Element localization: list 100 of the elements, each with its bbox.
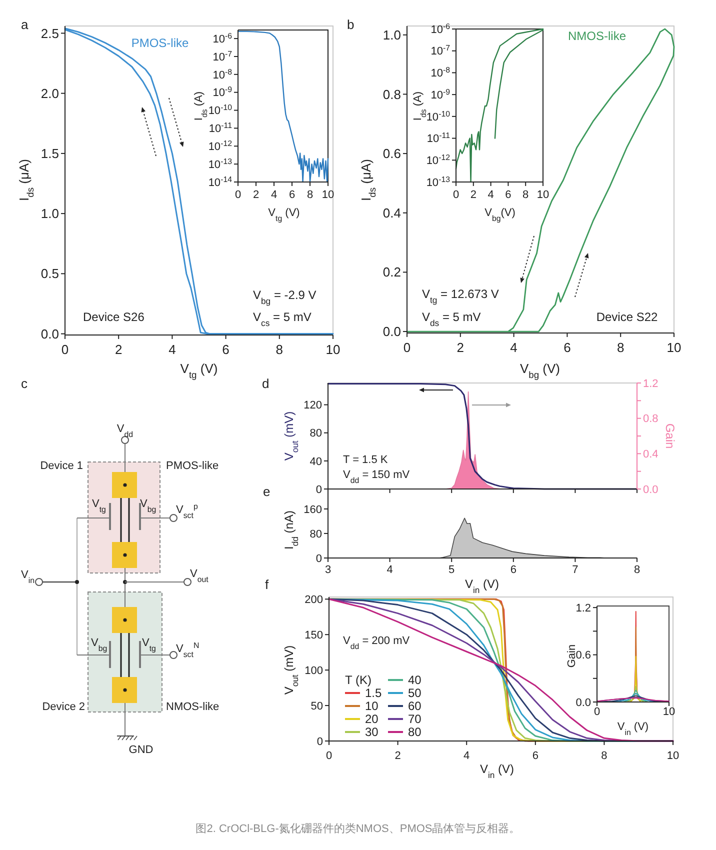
y2-tick-label: 1.2: [643, 378, 658, 390]
y-tick-label: 2.0: [40, 86, 59, 101]
x-tick-label: 2: [252, 189, 260, 201]
legend-label: 50: [408, 686, 422, 700]
x-tick-label: 4: [386, 564, 393, 576]
annotation: V$_{dd}$ = 150 mV: [343, 469, 410, 484]
y-tick-label: 10$^{-7}$: [430, 43, 450, 58]
legend-label: 80: [408, 725, 422, 739]
y-tick-label: 0: [316, 736, 323, 748]
y-tick-label: 120: [304, 400, 322, 412]
y-tick-label: 80: [310, 528, 322, 540]
y-tick-label: 0.8: [382, 86, 401, 102]
y-tick-label: 1.0: [40, 206, 59, 222]
x-tick-label: 0: [234, 189, 242, 201]
y-tick-label: 1.2: [576, 602, 591, 614]
legend-label: 20: [365, 712, 379, 726]
caption: 图2. CrOCl-BLG-氮化硼器件的类NMOS、PMOS晶体管与反相器。: [196, 822, 520, 835]
y-tick-label: 0.5: [40, 266, 59, 282]
x-tick-label: 8: [306, 189, 314, 201]
x-tick-label: 0: [326, 750, 332, 762]
x-axis-title: V$_{bg}$(V): [484, 207, 516, 222]
x-tick-label: 6: [505, 189, 512, 201]
x-tick-label: 10: [322, 189, 334, 201]
y-tick-label: 160: [304, 504, 322, 516]
x-tick-label: 4: [168, 342, 176, 357]
x-tick-label: 6: [222, 342, 230, 357]
y-tick-label: 10$^{-14}$: [208, 174, 233, 189]
chart-title: a: [21, 17, 29, 32]
y-tick-label: 10$^{-13}$: [426, 174, 451, 189]
y-tick-label: 10$^{-10}$: [426, 108, 451, 124]
y2-axis-title: Gain: [662, 423, 677, 449]
y-tick-label: 80: [310, 428, 322, 440]
x-tick-label: 4: [510, 340, 518, 355]
x-tick-label: 10: [326, 342, 340, 357]
annotation: V$_{ds}$ = 5 mV: [422, 310, 481, 328]
annotation: V$_{cs}$ = 5 mV: [253, 310, 312, 328]
x-tick-label: 2: [456, 340, 464, 355]
y-tick-label: 10$^{-12}$: [426, 152, 450, 167]
legend-label: 30: [365, 725, 379, 739]
y-tick-label: 10$^{-6}$: [430, 21, 451, 36]
x-tick-label: 4: [488, 189, 494, 201]
x-tick-label: 2: [114, 342, 122, 357]
y-tick-label: 1.0: [382, 27, 401, 42]
x-tick-label: 6: [564, 340, 571, 355]
y-tick-label: 0.6: [382, 146, 401, 162]
y-tick-label: 10$^{-11}$: [426, 130, 451, 146]
y-tick-label: 0.0: [382, 324, 401, 340]
annotation: Device S22: [596, 310, 658, 324]
text: NMOS-like: [568, 29, 626, 43]
y-tick-label: 10$^{-9}$: [212, 84, 233, 100]
y-tick-label: 2.5: [40, 26, 59, 41]
x-axis-title: V$_{in}$ (V): [480, 762, 514, 780]
x-tick-label: 2: [470, 189, 476, 201]
x-tick-label: 8: [276, 342, 284, 357]
y-tick-label: 10$^{-6}$: [212, 30, 233, 46]
y-tick-label: 0: [316, 484, 322, 496]
y-tick-label: 150: [304, 629, 323, 642]
y-tick-label: 10$^{-13}$: [208, 156, 233, 171]
x-tick-label: 6: [510, 564, 516, 576]
series-label: PMOS-like: [131, 36, 189, 50]
y-tick-label: 10$^{-11}$: [208, 120, 233, 136]
x-tick-label: 5: [448, 564, 455, 576]
chart-title: d: [262, 376, 270, 391]
y-tick-label: 0: [316, 552, 322, 565]
x-tick-label: 4: [270, 189, 278, 201]
y-tick-label: 100: [304, 664, 323, 677]
legend-title: T (K): [345, 673, 372, 687]
annotation: T = 1.5 K: [343, 454, 388, 466]
y-tick-label: 200: [304, 594, 323, 606]
x-tick-label: 7: [572, 564, 578, 576]
y-tick-label: 10$^{-9}$: [430, 86, 451, 102]
annotation: V$_{bg}$ = -2.9 V: [253, 288, 316, 306]
x-tick-label: 8: [601, 750, 608, 762]
y-tick-label: 0.6: [576, 650, 591, 662]
y2-tick-label: 0.0: [643, 484, 658, 496]
x-tick-label: 8: [522, 189, 529, 201]
annotation: Device S26: [83, 310, 145, 324]
legend-label: 70: [408, 712, 422, 726]
legend-label: 1.5: [365, 686, 382, 700]
x-axis-title: V$_{bg}$ (V): [520, 361, 560, 380]
chart-title: b: [347, 17, 354, 32]
annotation: V$_{dd}$ = 200 mV: [343, 635, 410, 650]
y2-tick-label: 0.4: [643, 448, 658, 461]
x-tick-label: 0: [61, 342, 69, 357]
x-tick-label: 10: [666, 750, 680, 762]
x-tick-label: 3: [324, 564, 332, 576]
chart-title: e: [263, 484, 270, 499]
x-tick-label: 10: [536, 189, 550, 201]
annotation: V$_{tg}$ = 12.673 V: [422, 287, 499, 305]
y-tick-label: 10$^{-8}$: [430, 65, 451, 80]
x-tick-label: 6: [532, 750, 538, 762]
x-tick-label: 4: [464, 750, 470, 762]
x-tick-label: 10: [666, 340, 682, 355]
legend-label: 60: [408, 699, 422, 713]
y2-tick-label: 0.8: [643, 413, 658, 426]
y-tick-label: 50: [310, 700, 323, 712]
y-tick-label: 0.2: [382, 264, 401, 280]
y-tick-label: 10$^{-12}$: [208, 138, 232, 153]
x-axis-title: V$_{in}$ (V): [617, 721, 649, 736]
x-axis-title: V$_{in}$ (V): [464, 577, 500, 595]
